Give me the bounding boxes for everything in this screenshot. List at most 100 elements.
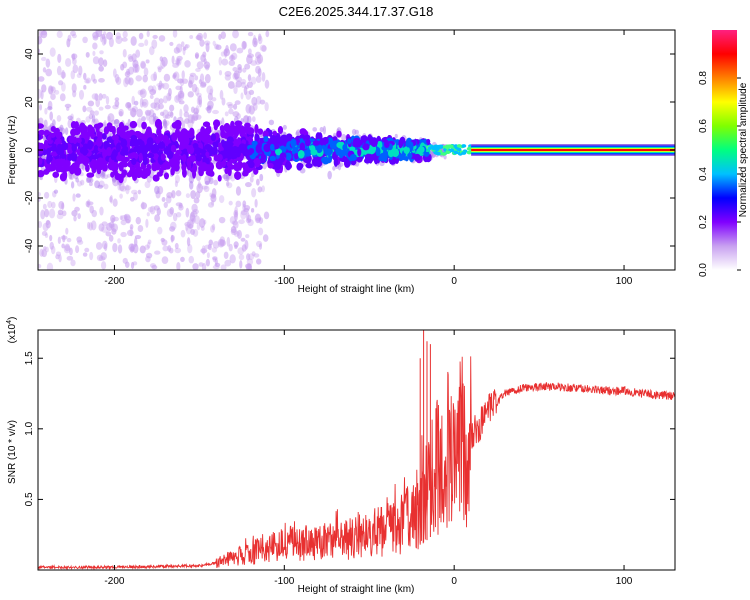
spectrogram-marks (38, 30, 675, 270)
spectrogram-cell (217, 153, 223, 162)
spectrogram-cell (297, 149, 305, 159)
colorbar-label: Normalized spectral amplitude (738, 82, 749, 217)
spectrogram-cell (95, 137, 103, 147)
spectrogram-noise-dot (138, 42, 145, 48)
spectrogram-noise-dot (234, 72, 239, 80)
spectrogram-noise-dot (72, 57, 77, 65)
spectrogram-cell (280, 137, 287, 145)
spectrogram-noise-dot (139, 88, 147, 99)
spectrogram-noise-dot (162, 82, 170, 90)
spectrogram-noise-dot (184, 118, 190, 124)
spectrogram-cell (50, 151, 58, 157)
spectrogram-noise-dot (95, 30, 103, 38)
spectrogram-noise-dot (201, 185, 208, 190)
spectrogram-cell (106, 146, 112, 156)
spectrogram-noise-dot (232, 111, 240, 117)
spectrogram-noise-dot (179, 85, 183, 95)
spectrogram-noise-dot (115, 35, 123, 45)
spectrogram-noise-dot (120, 231, 127, 238)
spectrogram-cell (441, 152, 447, 156)
spectrogram-noise-dot (98, 223, 105, 232)
spectrogram-noise-dot (94, 110, 99, 116)
spectrogram-cell (68, 136, 75, 144)
spectrogram-cell (312, 140, 321, 146)
spectrogram-cell (207, 145, 214, 154)
spectrogram-noise-dot (187, 91, 194, 98)
spectrogram-noise-dot (225, 181, 230, 187)
spectrogram-noise-dot (88, 182, 93, 187)
spectrogram-noise-dot (195, 35, 202, 41)
spectrogram-noise-dot (210, 193, 216, 199)
spectrogram-noise-dot (125, 218, 131, 224)
spectrogram-noise-dot (180, 229, 186, 238)
spectrogram-noise-dot (157, 226, 163, 235)
spectrogram-xlabel: Height of straight line (km) (298, 284, 415, 295)
spectrogram-noise-dot (159, 111, 165, 117)
spectrogram-noise-dot (76, 236, 83, 243)
spectrogram-cell (373, 155, 379, 165)
spectrogram-cell (126, 171, 133, 178)
spectrogram-cell (81, 149, 89, 155)
spectrogram-noise-dot (262, 234, 269, 242)
spectrogram-noise-dot (53, 89, 60, 95)
spectrogram-cell (102, 132, 107, 140)
spectrogram-cell (453, 150, 459, 155)
spectrogram-noise-dot (162, 245, 169, 252)
spectrogram-cell (59, 172, 67, 182)
spectrogram-noise-dot (227, 103, 234, 109)
spectrogram-cell (111, 134, 119, 141)
spectrogram-noise-dot (211, 223, 216, 231)
spectrogram-noise-dot (180, 256, 185, 262)
snr-marks (38, 330, 675, 570)
spectrogram-cell (138, 152, 143, 162)
spectrogram-noise-dot (257, 35, 263, 45)
spectrogram-noise-dot (130, 261, 135, 270)
spectrogram-noise-dot (89, 110, 95, 115)
spectrogram-noise-dot (45, 58, 51, 68)
spectrogram-noise-dot (172, 72, 177, 78)
spectrogram-noise-dot (166, 192, 173, 199)
spectrogram-cell (38, 142, 45, 151)
spectrogram-noise-dot (108, 221, 115, 229)
spectrogram-noise-dot (190, 190, 197, 200)
spectrogram-cell (91, 165, 97, 174)
spectrogram-noise-dot (319, 126, 324, 133)
spectrogram-cell (128, 152, 136, 160)
spectrogram-noise-dot (61, 69, 65, 80)
spectrogram-noise-dot (229, 254, 236, 264)
spectrogram-noise-dot (206, 85, 214, 95)
spectrogram-noise-dot (244, 239, 249, 250)
spectrogram-cell (368, 153, 376, 160)
spectrogram-noise-dot (80, 179, 85, 186)
spectrogram-cell (418, 146, 425, 154)
spectrogram-cell (175, 149, 182, 155)
spectrogram-noise-dot (132, 261, 138, 266)
spectrogram-noise-dot (50, 245, 56, 255)
spectrogram-cell (78, 155, 86, 164)
spectrogram-noise-dot (188, 255, 195, 264)
spectrogram-noise-dot (101, 36, 106, 46)
spectrogram-noise-dot (62, 234, 66, 243)
spectrogram-noise-dot (215, 44, 222, 50)
spectrogram-noise-dot (246, 115, 252, 124)
spectrogram-cell (189, 144, 194, 152)
spectrogram-noise-dot (237, 247, 244, 255)
spectrogram-cell (86, 124, 94, 133)
spectrogram-noise-dot (140, 62, 147, 69)
snr-xtick-label: 100 (616, 576, 633, 587)
spectrogram-noise-dot (223, 251, 229, 260)
spectrogram-noise-dot (234, 100, 241, 105)
spectrogram-noise-dot (259, 173, 264, 182)
spectrogram-cell (183, 135, 190, 146)
spectrogram-noise-dot (156, 83, 163, 88)
spectrogram-noise-dot (40, 209, 46, 220)
spectrogram-xtick-label: 100 (616, 276, 633, 287)
spectrogram-cell (290, 138, 297, 148)
spectrogram-noise-dot (71, 210, 78, 217)
spectrogram-noise-dot (206, 105, 212, 114)
spectrogram-noise-dot (41, 230, 48, 236)
colorbar-tick-label: 0.8 (698, 71, 709, 85)
spectrogram-noise-dot (204, 180, 210, 186)
spectrogram-noise-dot (154, 214, 161, 222)
spectrogram-cell (78, 122, 86, 133)
